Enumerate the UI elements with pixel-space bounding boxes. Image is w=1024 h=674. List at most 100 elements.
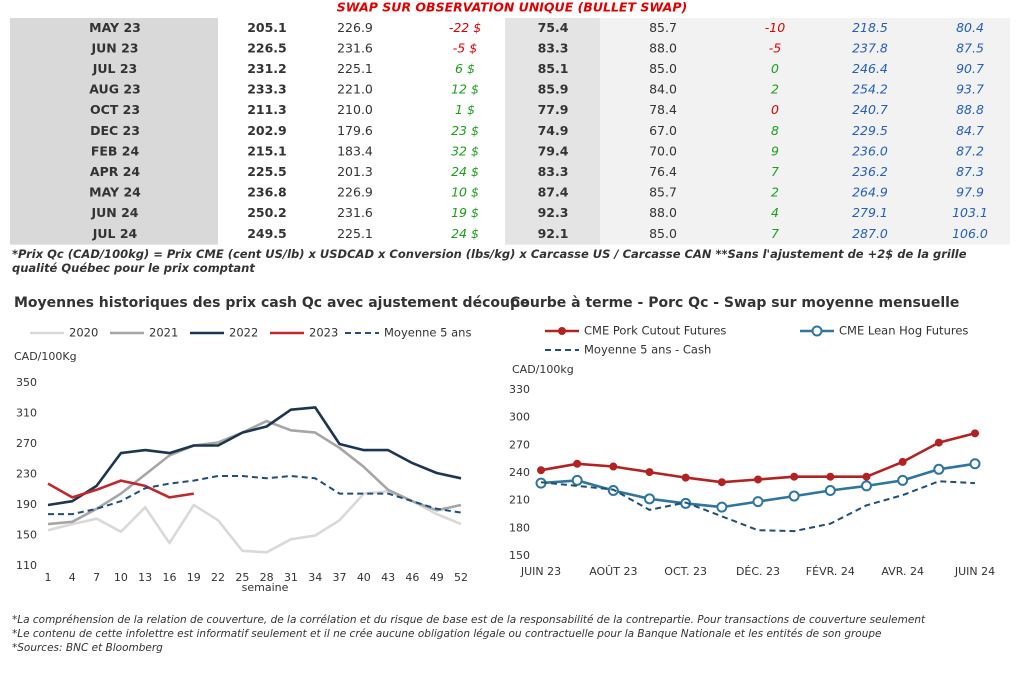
x-tick-label: OCT. 23: [664, 565, 707, 578]
series-line: [48, 475, 462, 516]
cell: 279.1: [852, 205, 888, 220]
x-tick-label: 13: [138, 571, 152, 584]
x-tick-label: 1: [45, 571, 52, 584]
cell: 78.4: [649, 102, 677, 117]
point: [790, 472, 799, 481]
cell: 77.9: [538, 102, 569, 117]
series-line: [47, 419, 462, 526]
legend-label: 2023: [309, 326, 338, 340]
x-tick-label: 31: [284, 571, 298, 584]
cell: 88.0: [649, 40, 677, 55]
y-unit: CAD/100kg: [512, 363, 574, 376]
cell: 205.1: [247, 20, 287, 35]
cell: -10: [765, 20, 785, 35]
cell: 85.0: [649, 226, 677, 241]
x-tick-label: 16: [162, 571, 176, 584]
cell: 103.1: [952, 205, 988, 220]
cell: 87.5: [956, 40, 984, 55]
cell: 84.7: [956, 123, 984, 138]
cell: 7: [771, 164, 779, 179]
point: [861, 480, 872, 492]
x-tick-label: FÉVR. 24: [806, 565, 855, 578]
legend-label: Moyenne 5 ans - Cash: [584, 343, 711, 357]
cell: 226.5: [247, 40, 287, 55]
cell: 225.1: [337, 226, 373, 241]
cell: 88.0: [649, 205, 677, 220]
y-tick-label: 300: [509, 411, 530, 424]
cell: 1 $: [455, 102, 475, 117]
point: [716, 501, 728, 513]
cell: 80.4: [956, 20, 984, 35]
cell: 70.0: [649, 143, 677, 158]
cell: 183.4: [337, 143, 373, 158]
y-tick-label: 230: [16, 468, 37, 481]
x-tick-label: 22: [211, 571, 225, 584]
x-tick-label: 34: [308, 571, 322, 584]
x-tick-label: 49: [430, 571, 444, 584]
x-tick-label: 10: [114, 571, 128, 584]
cell: 83.3: [538, 164, 569, 179]
cell: 236.8: [247, 185, 287, 200]
cell: 225.1: [337, 61, 373, 76]
note: *Le contenu de cette infolettre est info…: [12, 628, 882, 640]
x-tick-label: 43: [381, 571, 395, 584]
point: [537, 466, 545, 475]
x-tick-label: DÉC. 23: [736, 565, 780, 578]
y-tick-label: 150: [16, 529, 37, 542]
table-title: SWAP SUR OBSERVATION UNIQUE (BULLET SWAP…: [337, 0, 687, 15]
cell: -5: [769, 40, 782, 55]
cell: 97.9: [956, 185, 984, 200]
cell: 236.0: [852, 143, 888, 158]
cell: 93.7: [956, 82, 984, 97]
x-tick-label: 4: [69, 571, 76, 584]
point: [571, 474, 583, 486]
point: [934, 438, 943, 447]
cell: 19 $: [451, 205, 479, 220]
cell: 9: [771, 143, 779, 158]
cell: 12 $: [451, 82, 479, 97]
cell: 92.3: [538, 205, 569, 220]
point: [971, 429, 979, 438]
cell: 287.0: [852, 226, 888, 241]
cell: -22 $: [449, 20, 481, 35]
cell: 87.3: [956, 164, 984, 179]
cell: 240.7: [852, 102, 888, 117]
x-tick-label: JUIN 24: [954, 565, 995, 578]
cell: 231.2: [247, 61, 287, 76]
x-tick-label: 37: [333, 571, 347, 584]
cell: 106.0: [952, 226, 988, 241]
cell: 8: [771, 123, 779, 138]
series-line: [47, 406, 462, 507]
point: [862, 472, 871, 481]
legend-marker: [558, 327, 566, 335]
row-label: JUN 23: [90, 40, 138, 55]
cell: 74.9: [538, 123, 569, 138]
y-tick-label: 240: [509, 466, 530, 479]
cell: 76.4: [649, 164, 677, 179]
cell: 233.3: [247, 82, 287, 97]
col-bg: [218, 18, 505, 245]
chart-title: Moyennes historiques des prix cash Qc av…: [14, 295, 529, 311]
note: *La compréhension de la relation de couv…: [12, 614, 926, 626]
point: [824, 485, 836, 497]
cell: 7: [771, 226, 779, 241]
point: [573, 459, 582, 468]
col-bg: [505, 18, 600, 245]
cell: 4: [771, 205, 779, 220]
row-label: AUG 23: [89, 82, 140, 97]
cell: 246.4: [852, 61, 888, 76]
x-tick-label: JUIN 23: [520, 565, 561, 578]
cell: 249.5: [247, 226, 287, 241]
cell: 88.8: [956, 102, 984, 117]
col-bg: [10, 18, 218, 245]
cell: 84.0: [649, 82, 677, 97]
cell: 24 $: [451, 164, 479, 179]
cell: 67.0: [649, 123, 677, 138]
row-label: JUL 23: [92, 61, 138, 76]
cell: 32 $: [451, 143, 479, 158]
series-line: [540, 480, 976, 533]
cell: 85.7: [649, 20, 677, 35]
point: [826, 472, 835, 481]
series-line: [540, 432, 976, 484]
